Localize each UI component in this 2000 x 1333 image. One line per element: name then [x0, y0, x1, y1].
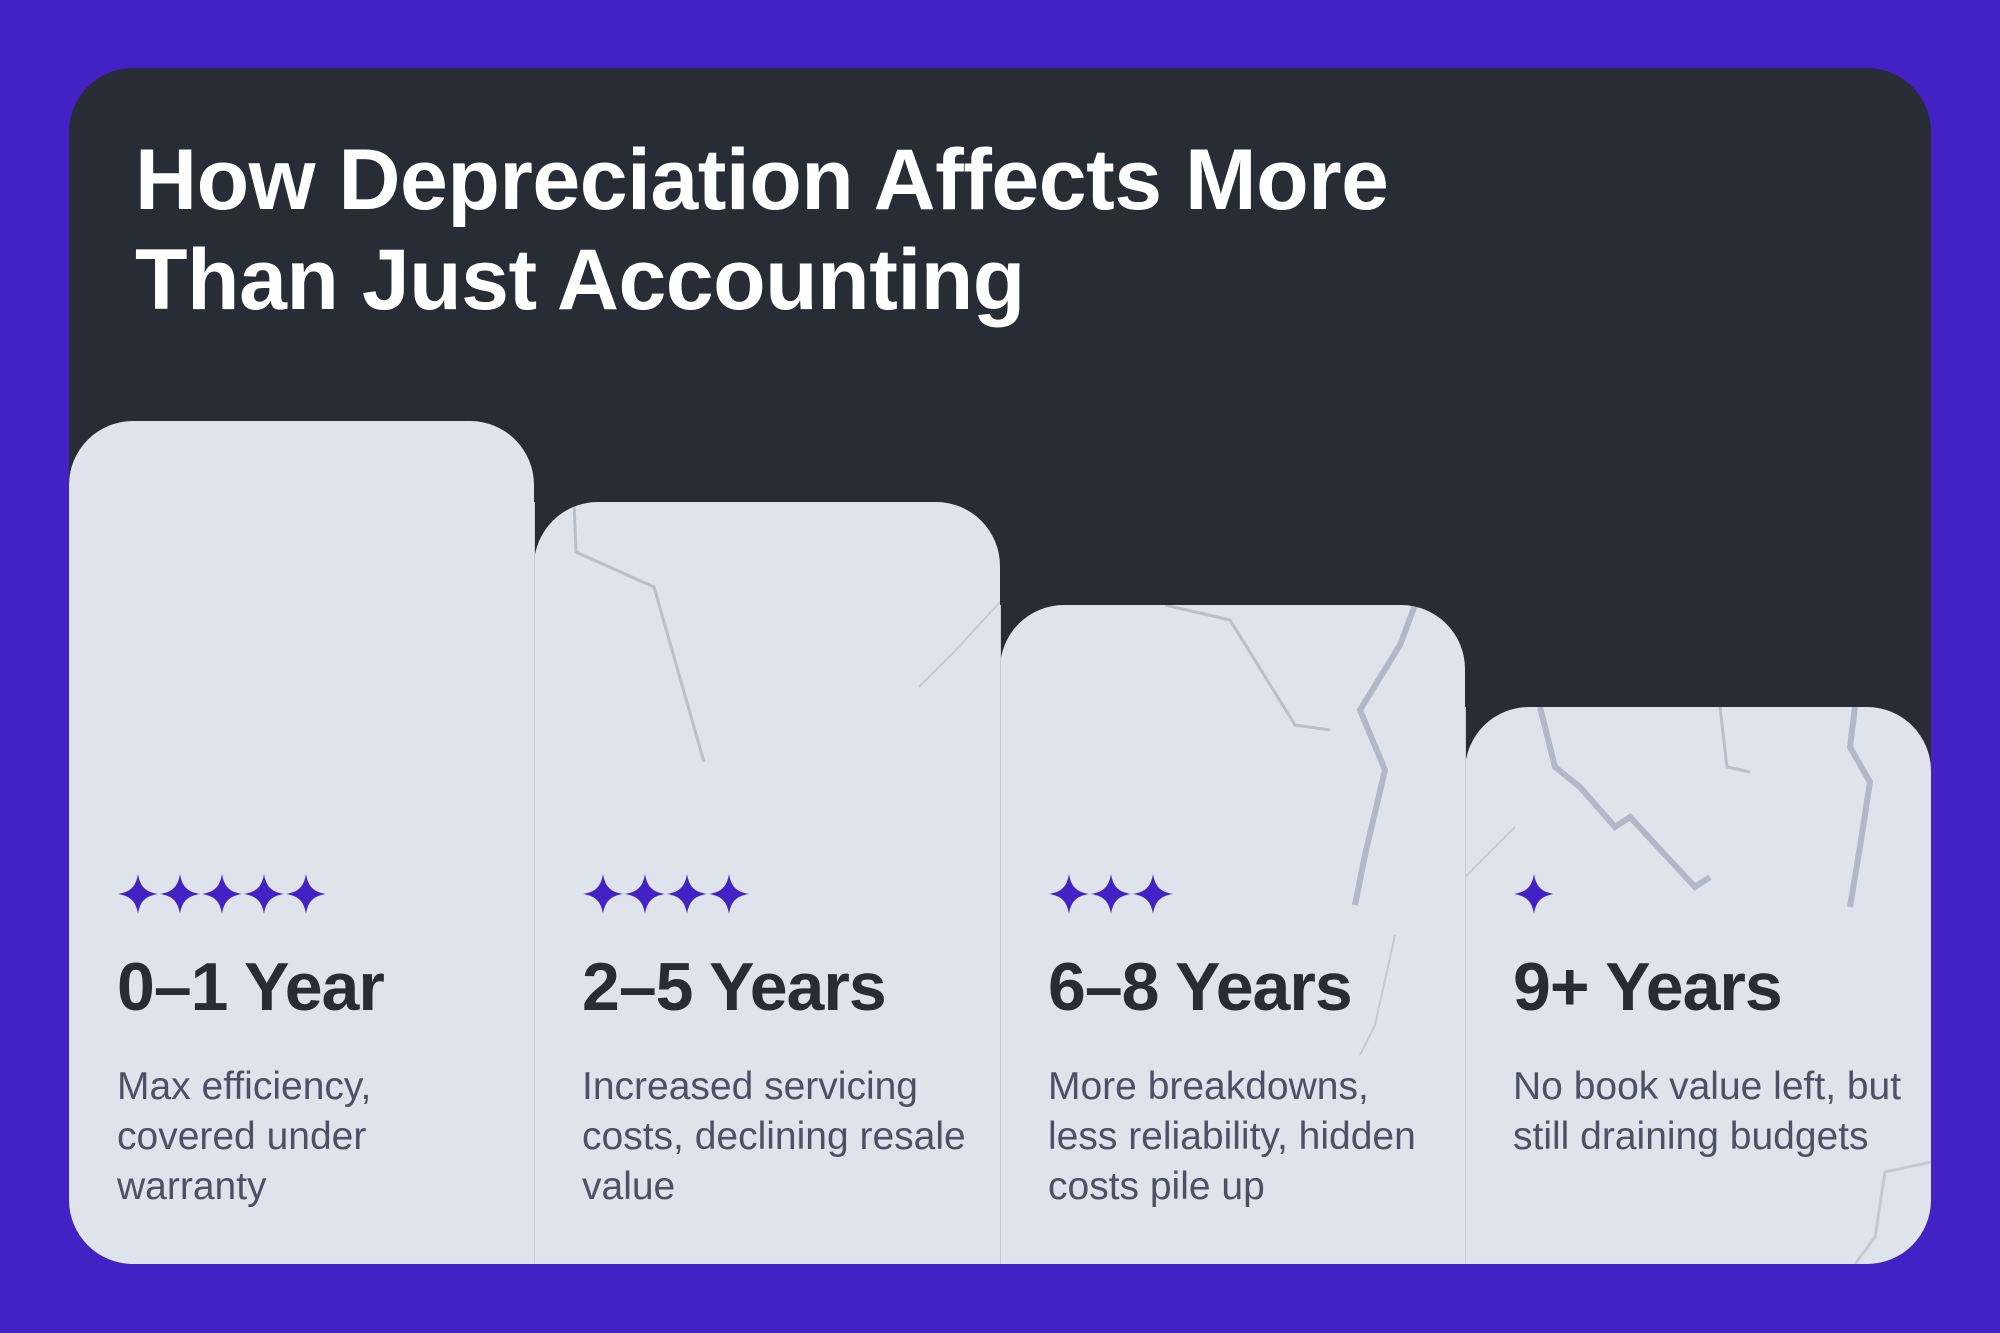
star-icon [1133, 874, 1173, 914]
title-line-2: Than Just Accounting [135, 232, 1025, 328]
star-icon [625, 874, 665, 914]
column-divider [1000, 605, 1001, 1264]
star-icon [118, 874, 158, 914]
stage-period: 0–1 Year [117, 949, 385, 1025]
star-icon [709, 874, 749, 914]
column-divider [534, 502, 535, 1264]
title-line-1: How Depreciation Affects More [135, 132, 1389, 228]
rating-stars [117, 873, 327, 915]
stage-period: 2–5 Years [582, 949, 887, 1025]
stage-column-6-8-years: 6–8 Years More breakdowns, less reliabil… [1000, 605, 1465, 1264]
rating-stars [1513, 873, 1555, 915]
column-divider [1465, 707, 1466, 1264]
star-icon [583, 874, 623, 914]
stage-description: No book value left, but still draining b… [1513, 1065, 1902, 1158]
stage-description: Max efficiency, covered under warranty [117, 1065, 372, 1208]
rating-stars [1048, 873, 1174, 915]
stage-period: 9+ Years [1513, 949, 1783, 1025]
stage-description: More breakdowns, less reliability, hidde… [1048, 1065, 1416, 1208]
star-icon [1049, 874, 1089, 914]
stage-period: 6–8 Years [1048, 949, 1353, 1025]
stage-description: Increased servicing costs, declining res… [582, 1065, 966, 1208]
page-title: How Depreciation Affects More Than Just … [135, 130, 1535, 330]
stage-column-0-1-year: 0–1 Year Max efficiency, covered under w… [69, 421, 534, 1264]
star-icon [1091, 874, 1131, 914]
star-icon [286, 874, 326, 914]
stage-column-2-5-years: 2–5 Years Increased servicing costs, dec… [534, 502, 1000, 1264]
star-icon [244, 874, 284, 914]
star-icon [1514, 874, 1554, 914]
rating-stars [582, 873, 750, 915]
star-icon [202, 874, 242, 914]
stage-column-9-plus-years: 9+ Years No book value left, but still d… [1465, 707, 1931, 1264]
star-icon [160, 874, 200, 914]
star-icon [667, 874, 707, 914]
infographic-card: How Depreciation Affects More Than Just … [69, 68, 1931, 1264]
